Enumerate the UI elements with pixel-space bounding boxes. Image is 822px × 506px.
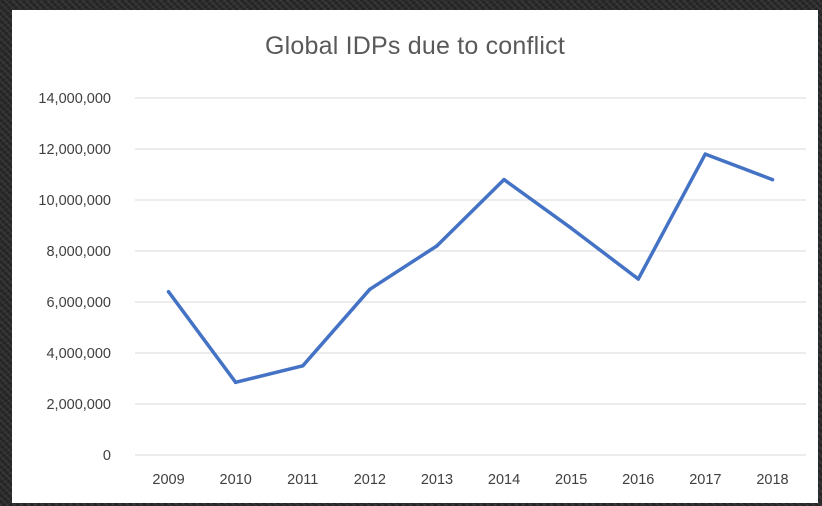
x-tick-label: 2012 — [354, 472, 386, 488]
chart-card: Global IDPs due to conflict 0 2,000,000 4,… — [12, 10, 818, 503]
x-tick-label: 2010 — [220, 472, 252, 488]
data-point — [301, 364, 305, 368]
data-point — [435, 244, 439, 248]
chart-title: Global IDPs due to conflict — [265, 32, 565, 60]
y-tick-label: 10,000,000 — [38, 193, 111, 209]
line-chart: 0 2,000,000 4,000,000 6,000,000 8,000,000 10,… — [38, 91, 806, 488]
series-line — [166, 152, 775, 385]
data-point — [502, 177, 506, 182]
data-point — [233, 380, 238, 385]
x-tick-label: 2013 — [421, 472, 453, 488]
x-tick-label: 2017 — [689, 472, 721, 488]
y-axis-tick-labels: 0 2,000,000 4,000,000 6,000,000 8,000,000 10,… — [38, 91, 111, 464]
data-point — [166, 290, 171, 294]
y-tick-label: 2,000,000 — [46, 397, 111, 413]
y-tick-label: 0 — [103, 448, 111, 464]
y-tick-label: 14,000,000 — [38, 91, 111, 107]
gridlines — [135, 97, 806, 456]
data-point — [368, 287, 372, 291]
data-point — [636, 277, 640, 281]
data-point — [569, 226, 573, 230]
x-axis-tick-labels: 2009 2010 2011 2012 2013 2014 2015 2016 2017 2018 — [152, 472, 788, 488]
x-tick-label: 2014 — [488, 472, 520, 488]
data-point — [703, 152, 708, 156]
x-tick-label: 2009 — [152, 472, 184, 488]
series-layer — [166, 152, 775, 385]
y-tick-label: 12,000,000 — [38, 142, 111, 158]
y-tick-label: 4,000,000 — [46, 346, 111, 362]
x-tick-label: 2018 — [756, 472, 788, 488]
x-tick-label: 2015 — [555, 472, 587, 488]
x-tick-label: 2016 — [622, 472, 654, 488]
y-tick-label: 6,000,000 — [46, 295, 111, 311]
x-tick-label: 2011 — [287, 472, 318, 488]
data-point — [770, 177, 775, 182]
y-tick-label: 8,000,000 — [46, 244, 111, 260]
